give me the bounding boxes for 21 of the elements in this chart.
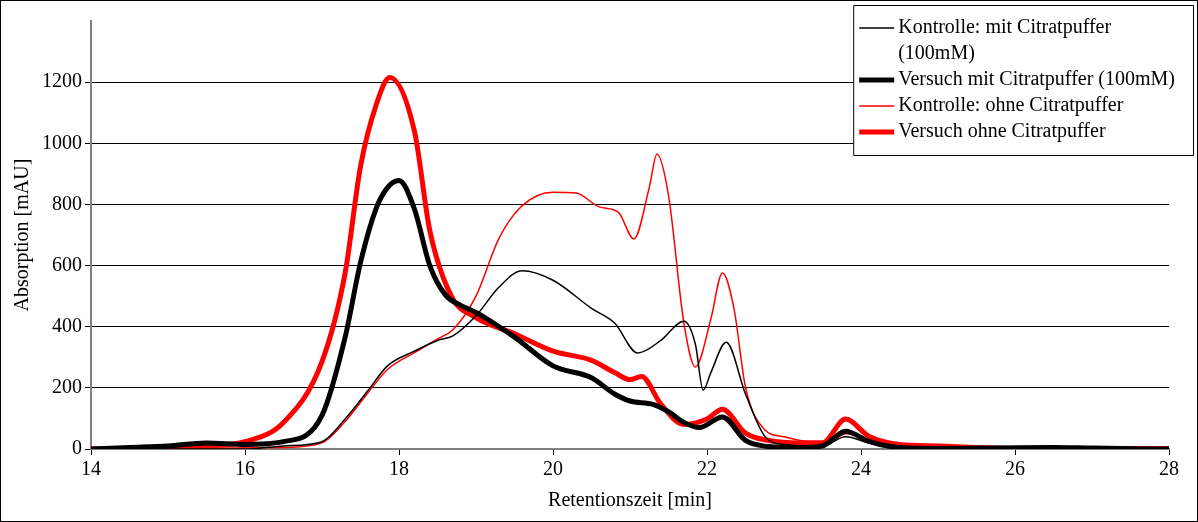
- legend-label: Kontrolle: mit Citratpuffer (100mM): [898, 15, 1112, 65]
- y-tick-label: 200: [52, 375, 82, 398]
- x-tick-label: 26: [1005, 457, 1025, 480]
- x-axis-title: Retentionszeit [min]: [548, 488, 712, 511]
- x-tick-label: 24: [851, 457, 871, 480]
- y-tick-label: 0: [72, 436, 82, 459]
- legend-label: Versuch mit Citratpuffer (100mM): [898, 67, 1175, 91]
- x-tick-label: 18: [389, 457, 409, 480]
- y-tick-label: 600: [52, 252, 82, 275]
- x-tick-label: 22: [697, 457, 717, 480]
- y-tick-label: 800: [52, 191, 82, 214]
- y-axis-title: Absorption [mAU]: [10, 158, 34, 312]
- x-tick-label: 28: [1159, 457, 1179, 480]
- y-tick-label: 400: [52, 313, 82, 336]
- y-tick-label: 1200: [42, 69, 82, 92]
- x-tick-label: 20: [543, 457, 563, 480]
- x-tick-label: 14: [81, 457, 101, 480]
- legend-label: Versuch ohne Citratpuffer: [898, 119, 1106, 143]
- x-tick-label: 16: [235, 457, 255, 480]
- legend-label: Kontrolle: ohne Citratpuffer: [898, 93, 1124, 117]
- y-tick-label: 1000: [42, 130, 82, 153]
